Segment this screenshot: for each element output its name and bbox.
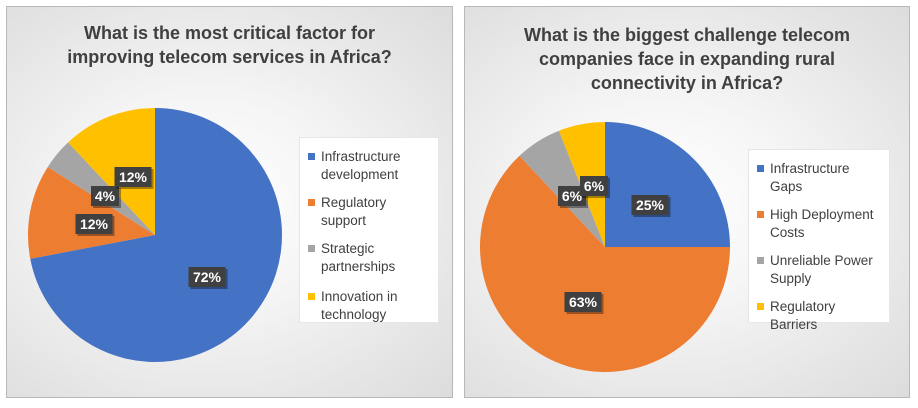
legend-label: Costs (770, 224, 885, 242)
legend-label: Unreliable Power (770, 252, 885, 270)
legend-item: Infrastructure Gaps (757, 160, 885, 196)
legend-swatch (757, 211, 764, 218)
svg-text:25%: 25% (636, 197, 665, 213)
legend-swatch (308, 199, 315, 206)
legend-swatch (308, 245, 315, 252)
legend-label: High Deployment (770, 206, 885, 224)
legend-item: Innovation in technology (308, 288, 434, 324)
legend-item: Regulatory Barriers (757, 298, 885, 334)
legend-swatch (757, 257, 764, 264)
legend: Infrastructure development Regulatory supp… (300, 138, 438, 322)
legend-label: technology (321, 306, 434, 324)
svg-text:6%: 6% (562, 188, 583, 204)
legend-label: Strategic (321, 240, 434, 258)
legend-item: Unreliable Power Supply (757, 252, 885, 288)
legend: Infrastructure Gaps High Deployment Costs U… (749, 150, 889, 322)
legend-label: Regulatory Barriers (770, 298, 885, 334)
legend-item: Infrastructure development (308, 148, 434, 184)
legend-swatch (757, 165, 764, 172)
pie-slice (605, 122, 730, 247)
legend-label: Regulatory support (321, 194, 434, 230)
legend-label: Innovation in (321, 288, 434, 306)
legend-item: High Deployment Costs (757, 206, 885, 242)
legend-item: Strategic partnerships (308, 240, 434, 276)
legend-item: Regulatory support (308, 194, 434, 230)
svg-text:63%: 63% (569, 294, 598, 310)
svg-text:6%: 6% (584, 178, 605, 194)
data-label: 6% (580, 176, 610, 198)
legend-label: partnerships (321, 258, 434, 276)
data-label: 25% (632, 195, 671, 217)
legend-label: Supply (770, 270, 885, 288)
legend-label: development (321, 166, 434, 184)
legend-label: Infrastructure Gaps (770, 160, 885, 196)
legend-swatch (308, 153, 315, 160)
legend-swatch (308, 293, 315, 300)
data-label: 63% (565, 292, 604, 314)
legend-label: Infrastructure (321, 148, 434, 166)
legend-swatch (757, 303, 764, 310)
